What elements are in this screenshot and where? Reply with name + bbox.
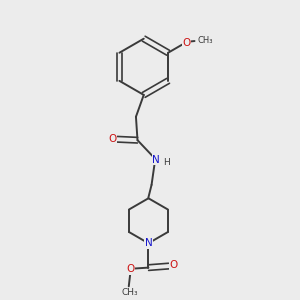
- Text: N: N: [152, 154, 160, 165]
- Text: CH₃: CH₃: [121, 288, 138, 297]
- Text: O: O: [169, 260, 178, 270]
- Text: O: O: [126, 264, 134, 274]
- Text: H: H: [164, 158, 170, 166]
- Text: CH₃: CH₃: [197, 36, 212, 45]
- Text: O: O: [108, 134, 116, 144]
- Text: N: N: [145, 238, 152, 248]
- Text: O: O: [183, 38, 191, 48]
